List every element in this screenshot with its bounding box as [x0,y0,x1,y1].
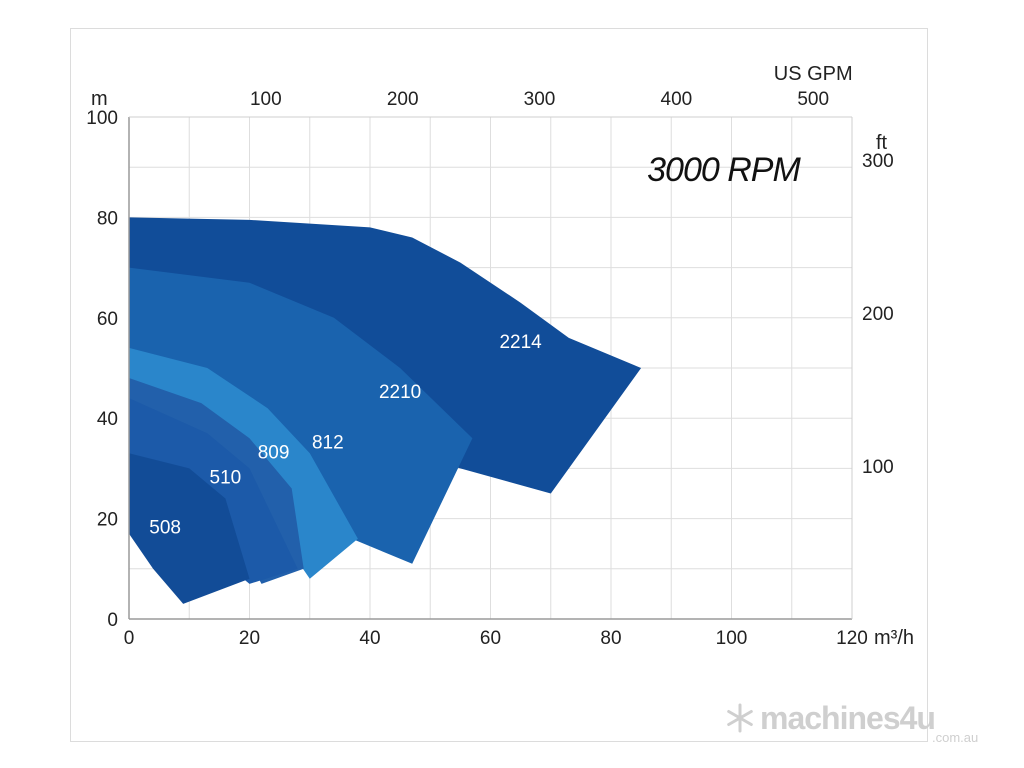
y-tick-label: 60 [97,309,118,330]
chart-title: 3000 RPM [647,151,801,189]
regions [129,217,642,604]
x-axis-unit: m³/h [874,627,914,649]
x-tick-label: 40 [359,628,380,649]
x-top-tick-label: 200 [387,89,419,110]
x-tick-label: 20 [239,628,260,649]
region-label-2214: 2214 [499,332,542,353]
x-tick-label: 100 [716,628,748,649]
y-tick-label: 100 [86,108,118,129]
y-tick-label: 40 [97,409,118,430]
chart-frame [70,28,928,742]
axes [128,116,853,620]
y-axis-unit: m [91,88,108,110]
region-label-508: 508 [149,518,181,539]
region-label-2210: 2210 [379,382,421,403]
x-tick-label: 0 [124,628,135,649]
x-top-tick-label: 300 [524,89,556,110]
x-top-axis-unit: US GPM [774,63,853,85]
watermark-logo: machines4u .com.au [724,700,994,750]
y-right-tick-label: 100 [862,457,894,478]
x-top-tick-label: 100 [250,89,282,110]
watermark-domain: .com.au [932,730,979,745]
region-2210 [129,267,473,564]
x-top-tick-label: 400 [661,89,693,110]
watermark-brand: machines4u [760,700,936,736]
snowflake-icon [727,703,753,733]
x-tick-label: 80 [600,628,621,649]
region-label-809: 809 [258,442,290,463]
region-label-812: 812 [312,432,344,453]
y-right-axis-unit: ft [876,132,888,154]
y-tick-label: 20 [97,510,118,531]
region-label-510: 510 [210,467,242,488]
x-tick-label: 120 [836,628,868,649]
x-top-tick-label: 500 [797,89,829,110]
y-right-tick-label: 300 [862,151,894,172]
y-tick-label: 80 [97,208,118,229]
region-508 [129,453,250,604]
y-right-tick-label: 200 [862,304,894,325]
x-tick-label: 60 [480,628,501,649]
y-tick-label: 0 [107,610,118,631]
